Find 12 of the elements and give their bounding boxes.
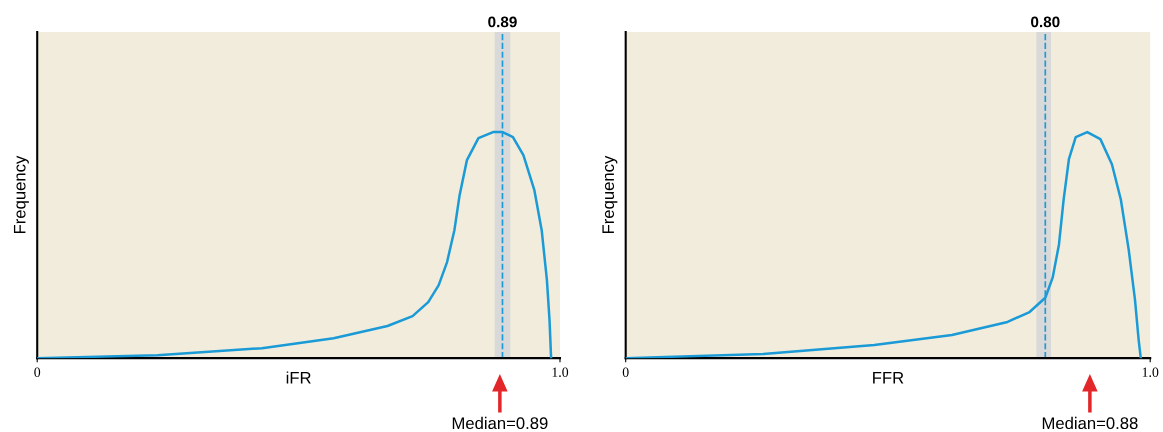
y-axis-title: Frequency (602, 155, 618, 234)
ref-line-label: 0.80 (1031, 16, 1060, 28)
y-axis-title: Frequency (13, 155, 29, 234)
text: Median=0.88 (1042, 416, 1138, 430)
x-tick-label: 1.0 (1142, 367, 1159, 377)
text: Median=0.89 (452, 416, 548, 430)
x-tick-label: 0 (34, 367, 41, 377)
ref-line-label: 0.89 (488, 16, 517, 28)
x-axis-title: iFR (286, 371, 311, 384)
x-tick-label: 1.0 (552, 367, 569, 377)
x-axis-title: FFR (873, 372, 904, 384)
x-tick-label: 0 (622, 367, 629, 377)
